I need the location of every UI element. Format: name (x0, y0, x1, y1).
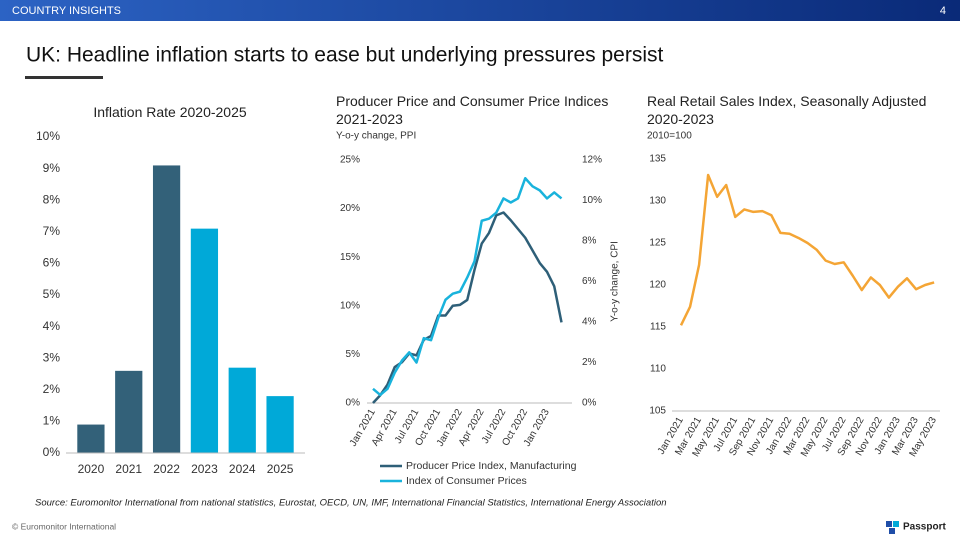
y-tick-label: 8% (43, 192, 61, 206)
legend-label: Index of Consumer Prices (406, 475, 527, 487)
bar (152, 165, 181, 453)
slide-title: UK: Headline inflation starts to ease bu… (26, 44, 663, 67)
y-tick-label: 135 (649, 154, 666, 165)
bar (77, 424, 105, 453)
x-tick-label: 2023 (191, 462, 218, 476)
y2-tick-label: 0% (582, 398, 597, 409)
y2-tick-label: 2% (582, 357, 597, 368)
y-tick-label: 115 (650, 322, 666, 333)
brand: Passport (903, 522, 946, 533)
header-bar (0, 0, 960, 21)
y-tick-label: 5% (43, 287, 61, 301)
y-tick-label: 0% (43, 445, 61, 459)
y-tick-label: 0% (346, 398, 361, 409)
chart-subtitle: 2010=100 (647, 131, 692, 142)
series-line (372, 211, 563, 404)
y2-axis-label: Y-o-y change, CPI (610, 241, 621, 322)
y-tick-label: 110 (650, 364, 666, 375)
chart-title: Inflation Rate 2020-2025 (93, 104, 247, 120)
y-tick-label: 10% (36, 129, 60, 143)
y-tick-label: 10% (340, 300, 360, 311)
legend-label: Producer Price Index, Manufacturing (406, 460, 577, 472)
y-tick-label: 20% (340, 203, 360, 214)
y2-tick-label: 4% (582, 317, 597, 328)
x-tick-label: 2020 (78, 462, 105, 476)
y-tick-label: 105 (649, 406, 666, 417)
y2-tick-label: 8% (582, 236, 597, 247)
title-underline (25, 76, 103, 79)
y-tick-label: 5% (346, 349, 361, 360)
x-tick-label: 2025 (267, 462, 294, 476)
y-tick-label: 6% (43, 256, 61, 270)
y-tick-label: 25% (340, 155, 360, 166)
page-number: 4 (940, 5, 946, 17)
y-tick-label: 130 (649, 196, 666, 207)
y-tick-label: 125 (649, 238, 666, 249)
copyright: © Euromonitor International (12, 521, 116, 531)
y2-tick-label: 10% (582, 195, 602, 206)
series-line (372, 176, 563, 397)
brand-logo (886, 521, 899, 534)
bar (115, 370, 143, 453)
y-tick-label: 7% (43, 224, 61, 238)
bar (266, 396, 294, 453)
bar (190, 228, 219, 453)
chart-title: Producer Price and Consumer Price Indice… (336, 93, 609, 127)
bar (228, 367, 256, 453)
chart-subtitle: Y-o-y change, PPI (336, 131, 416, 142)
y-tick-label: 1% (43, 414, 61, 428)
chart-title: Real Retail Sales Index, Seasonally Adju… (647, 93, 927, 127)
y2-tick-label: 6% (582, 276, 597, 287)
y2-tick-label: 12% (582, 155, 602, 166)
y-tick-label: 9% (43, 161, 61, 175)
source-note: Source: Euromonitor International from n… (35, 498, 667, 509)
x-tick-label: 2021 (115, 462, 142, 476)
y-tick-label: 4% (43, 319, 61, 333)
y-tick-label: 3% (43, 350, 61, 364)
y-tick-label: 120 (649, 280, 666, 291)
y-tick-label: 15% (340, 252, 360, 263)
x-tick-label: 2024 (229, 462, 256, 476)
y-tick-label: 2% (43, 382, 61, 396)
x-tick-label: 2022 (153, 462, 180, 476)
section-label: COUNTRY INSIGHTS (12, 5, 121, 17)
series-line (679, 173, 935, 326)
